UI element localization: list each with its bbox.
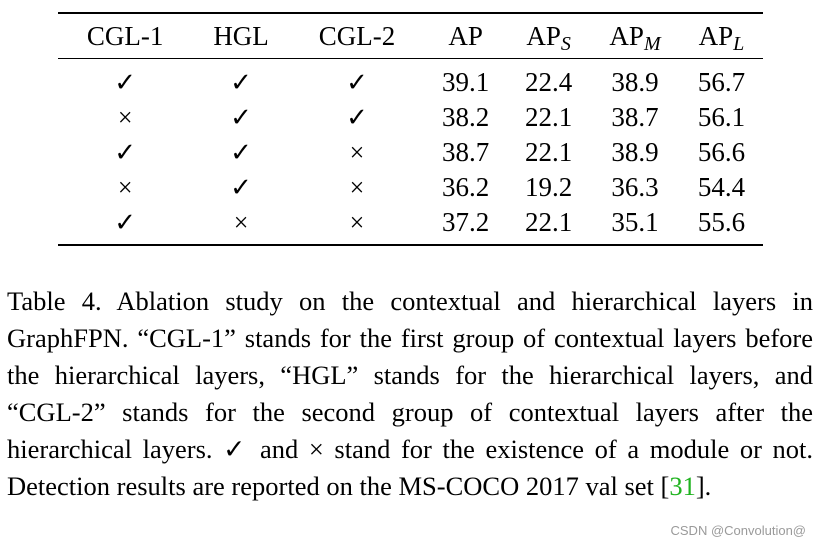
table-cell-value: 36.2	[442, 172, 490, 202]
table-cell-value: 22.1	[524, 207, 573, 237]
table-cell-mark: ✓	[230, 173, 252, 202]
caption-end: ].	[695, 471, 712, 501]
table-cell-value: 22.1	[524, 102, 573, 132]
table-cell-mark: ✓	[114, 68, 137, 97]
table-cell-value: 38.2	[442, 102, 490, 132]
table-cell-mark: ×	[117, 173, 133, 202]
table-cell-value: 38.9	[611, 67, 659, 97]
table-row: × ✓ ✓ 38.2 22.1 38.7 56.1	[58, 100, 763, 135]
col-header-ap: AP	[448, 21, 483, 51]
table-cell-mark: ✓	[230, 138, 252, 167]
table-cell-mark: ✓	[114, 208, 137, 237]
table-cell-mark: ×	[117, 103, 133, 132]
ablation-table: CGL-1 HGL CGL-2 AP APS APM APL ✓ ✓ ✓ 39.1 22…	[58, 12, 763, 246]
table-cell-value: 35.1	[611, 207, 659, 237]
table-cell-value: 22.4	[524, 67, 573, 97]
table-cell-value: 55.6	[697, 207, 746, 237]
col-header-cgl2: CGL-2	[318, 21, 396, 51]
table-cell-value: 36.3	[611, 172, 659, 202]
table-cell-mark: ×	[349, 173, 365, 202]
table-cell-mark: ✓	[346, 103, 368, 132]
caption-text: Table 4. Ablation study on the contextua…	[7, 286, 813, 501]
table-row: × ✓ × 36.2 19.2 36.3 54.4	[58, 170, 763, 205]
table-cell-value: 38.9	[611, 137, 659, 167]
col-header-hgl: HGL	[213, 21, 269, 51]
watermark: CSDN @Convolution@	[670, 523, 807, 538]
table-cell-value: 38.7	[442, 137, 490, 167]
table-cell-mark: ✓	[346, 68, 368, 97]
table-body: ✓ ✓ ✓ 39.1 22.4 38.9 56.7 × ✓ ✓ 38.2 22.1 38.7 56.1 ✓ ✓…	[58, 59, 763, 245]
table-cell-mark: ✓	[230, 103, 252, 132]
table-cell-mark: ✓	[114, 138, 137, 167]
table-row: ✓ ✓ ✓ 39.1 22.4 38.9 56.7	[58, 59, 763, 101]
table-cell-mark: ×	[349, 138, 365, 167]
table-cell-value: 38.7	[611, 102, 659, 132]
citation-link[interactable]: 31	[669, 471, 696, 501]
table-cell-mark: ✓	[230, 68, 252, 97]
table-cell-value: 56.7	[697, 67, 746, 97]
col-header-ap-m: APM	[609, 21, 661, 55]
table-cell-value: 37.2	[442, 207, 490, 237]
table-cell-mark: ×	[349, 208, 365, 237]
col-header-ap-l: APL	[698, 21, 745, 55]
table-cell-value: 56.6	[697, 137, 746, 167]
table-row: ✓ ✓ × 38.7 22.1 38.9 56.6	[58, 135, 763, 170]
table-row: ✓ × × 37.2 22.1 35.1 55.6	[58, 205, 763, 245]
table-cell-value: 22.1	[524, 137, 573, 167]
table-cell-value: 19.2	[524, 172, 573, 202]
table-cell-value: 56.1	[697, 102, 746, 132]
table-cell-value: 54.4	[697, 172, 746, 202]
table-cell-mark: ×	[233, 208, 249, 237]
col-header-cgl1: CGL-1	[86, 21, 164, 51]
col-header-ap-s: APS	[526, 21, 571, 55]
table-header-row: CGL-1 HGL CGL-2 AP APS APM APL	[58, 13, 763, 59]
ablation-table-container: CGL-1 HGL CGL-2 AP APS APM APL ✓ ✓ ✓ 39.1 22…	[58, 12, 763, 246]
table-cell-value: 39.1	[442, 67, 490, 97]
table-caption: Table 4. Ablation study on the contextua…	[7, 283, 813, 505]
